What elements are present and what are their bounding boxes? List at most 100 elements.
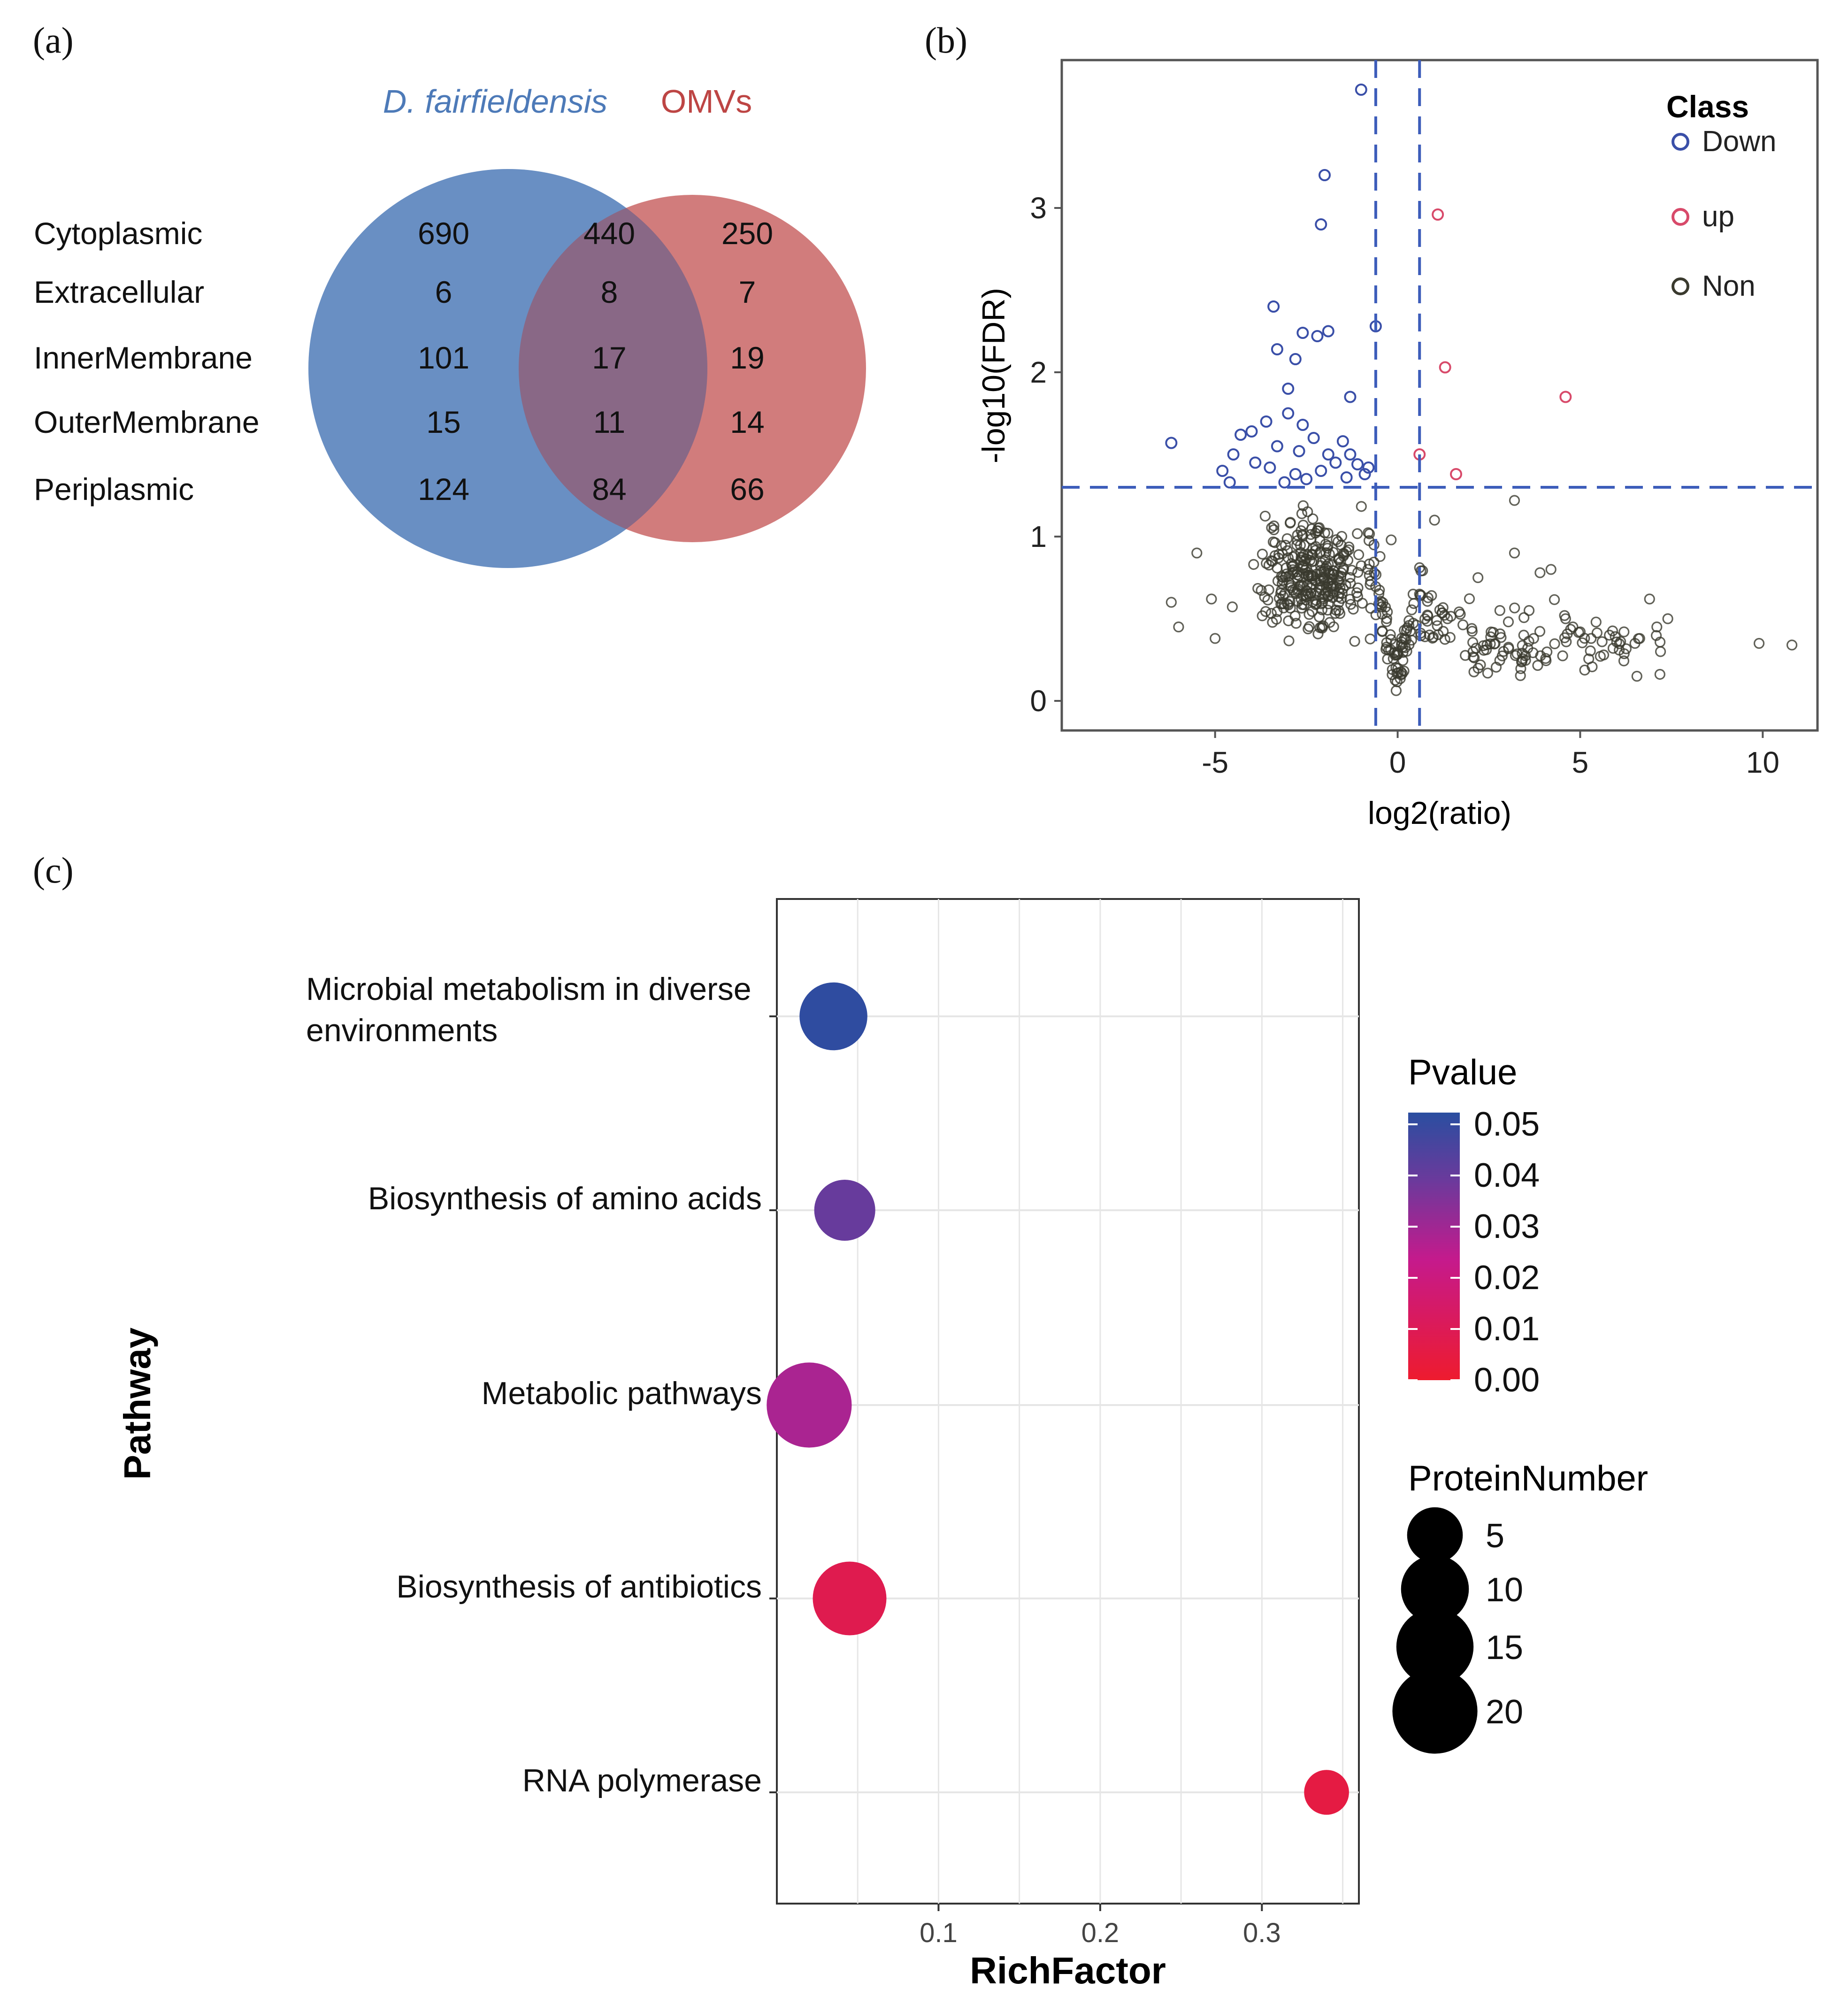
venn-count-left-only: 690 [418, 216, 469, 251]
protein-number-legend: 5 10 15 20 [1392, 1507, 1523, 1754]
volcano-point-non [1353, 549, 1365, 561]
volcano-point-non [1363, 527, 1374, 538]
bubble-pathway-label: environments [306, 1013, 498, 1048]
volcano-point-non [1303, 567, 1314, 578]
volcano-point-non [1401, 625, 1412, 637]
volcano-points [1165, 84, 1798, 696]
volcano-point-non [1320, 538, 1331, 550]
volcano-point-non [1651, 621, 1663, 633]
volcano-point-non [1324, 617, 1335, 628]
volcano-point-non [1598, 649, 1610, 661]
bubble-x-tick-label: 0.2 [1081, 1918, 1120, 1948]
volcano-point-non [1307, 513, 1319, 524]
volcano-point-non [1206, 593, 1217, 605]
volcano-point-non [1276, 585, 1287, 596]
venn-count-shared: 84 [592, 472, 626, 507]
volcano-legend: Class Down up Non [1666, 89, 1777, 302]
protein-number-legend-marker [1392, 1668, 1478, 1754]
volcano-point-non [1349, 636, 1360, 647]
volcano-point-non [1515, 663, 1526, 674]
volcano-point-non [1269, 537, 1281, 548]
volcano-point-non [1334, 582, 1346, 593]
volcano-point-down [1227, 448, 1240, 461]
volcano-point-non [1515, 670, 1526, 681]
bubble-points [767, 982, 1349, 1815]
volcano-point-non [1437, 626, 1449, 637]
volcano-point-down [1278, 476, 1291, 489]
volcano-point-non [1488, 627, 1499, 638]
volcano-point-non [1389, 675, 1401, 686]
volcano-point-non [1304, 621, 1315, 632]
volcano-point-non [1315, 560, 1326, 571]
venn-set-label-d-fairfieldensis: D. fairfieldensis [383, 83, 608, 120]
volcano-point-non [1534, 567, 1546, 578]
volcano-point-non [1518, 612, 1530, 623]
volcano-point-non [1323, 598, 1334, 609]
volcano-point-down [1319, 169, 1331, 181]
volcano-point-non [1331, 534, 1342, 545]
volcano-point-non [1390, 685, 1402, 696]
volcano-x-tick-label: 5 [1572, 745, 1589, 779]
bubble-point [1304, 1770, 1349, 1815]
volcano-point-non [1397, 655, 1409, 666]
bubble-point [814, 1179, 875, 1241]
volcano-point-non [1590, 616, 1602, 628]
volcano-point-non [1509, 495, 1520, 506]
volcano-y-tick-label: 3 [1030, 191, 1047, 225]
volcano-point-non [1392, 663, 1403, 674]
volcano-point-non [1377, 625, 1388, 637]
venn-rows: Cytoplasmic 690 440 250 Extracellular 6 8 7 Inne… [34, 216, 773, 507]
bubble-x-ticks: 0.1 0.2 0.3 [920, 1904, 1281, 1948]
volcano-point-down [1296, 327, 1309, 339]
volcano-point-non [1475, 659, 1486, 670]
volcano-point-non [1302, 506, 1313, 517]
volcano-point-non [1472, 572, 1484, 584]
volcano-point-non [1210, 633, 1221, 644]
venn-circle-omvs [519, 195, 866, 542]
bubble-pathway-label: Metabolic pathways [482, 1375, 762, 1411]
volcano-point-non [1338, 549, 1350, 560]
volcano-point-non [1368, 539, 1380, 551]
volcano-point-down [1282, 407, 1295, 420]
pvalue-tick-label: 0.03 [1474, 1208, 1540, 1245]
volcano-point-down [1322, 448, 1334, 461]
volcano-point-non [1481, 639, 1493, 651]
volcano-point-non [1351, 587, 1363, 599]
volcano-point-non [1381, 613, 1392, 624]
pvalue-tick-label: 0.05 [1474, 1106, 1540, 1143]
volcano-point-non [1541, 646, 1553, 658]
volcano-point-non [1262, 594, 1273, 606]
volcano-point-non [1352, 528, 1363, 539]
volcano-point-non [1327, 569, 1339, 581]
volcano-point-down [1165, 437, 1178, 449]
volcano-point-non [1490, 661, 1502, 673]
volcano-point-down [1267, 300, 1280, 313]
volcano-point-down [1336, 435, 1349, 447]
volcano-point-non [1266, 522, 1277, 533]
volcano-point-non [1352, 582, 1364, 593]
volcano-point-non [1560, 613, 1571, 624]
volcano-point-non [1498, 646, 1509, 657]
volcano-point-non [1655, 646, 1666, 657]
protein-number-legend-label: 5 [1486, 1517, 1504, 1555]
volcano-point-non [1494, 605, 1505, 616]
volcano-point-non [1654, 668, 1665, 680]
volcano-point-down [1329, 456, 1342, 469]
volcano-point-non [1368, 556, 1380, 568]
protein-number-legend-marker [1396, 1608, 1474, 1686]
volcano-point-non [1166, 597, 1177, 608]
volcano-point-non [1320, 547, 1332, 558]
venn-panel: (a) D. fairfieldensis OMVs Cytoplasmic 69… [33, 20, 866, 568]
volcano-point-non [1252, 583, 1264, 594]
venn-count-left-only: 101 [418, 340, 469, 375]
volcano-point-non [1591, 627, 1603, 638]
volcano-point-non [1629, 638, 1641, 649]
volcano-point-non [1466, 626, 1478, 637]
panel-label-b: (b) [925, 20, 967, 61]
volcano-point-non [1398, 665, 1410, 677]
volcano-point-non [1352, 567, 1364, 578]
volcano-legend-label-down: Down [1702, 125, 1777, 158]
bubble-x-tick-label: 0.3 [1243, 1918, 1281, 1948]
volcano-point-down [1344, 391, 1357, 403]
volcano-point-non [1260, 606, 1272, 617]
